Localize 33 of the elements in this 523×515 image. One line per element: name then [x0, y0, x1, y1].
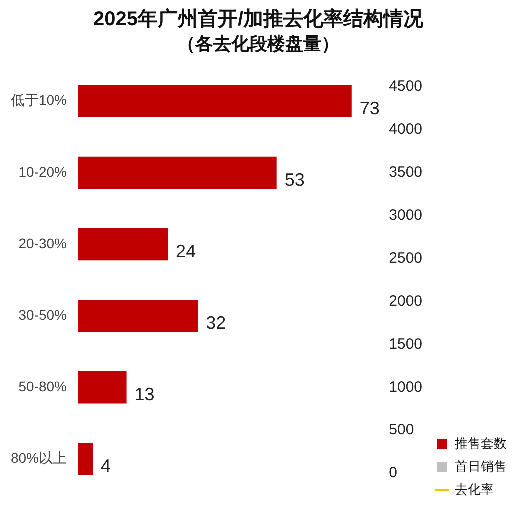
y2-tick-label: 0: [389, 464, 398, 482]
y-tick-label: 10-20%: [18, 164, 68, 180]
bar: [78, 228, 168, 261]
data-label: 4: [101, 456, 112, 476]
y2-tick-label: 1000: [389, 378, 423, 396]
chart-title: 2025年广州首开/加推去化率结构情况: [93, 8, 425, 31]
data-label: 24: [176, 241, 196, 262]
y2-tick-label: 4000: [389, 121, 423, 138]
bar: [78, 443, 94, 476]
bar: [78, 156, 277, 190]
y2-tick-label: 3500: [389, 164, 423, 182]
bar: [78, 372, 127, 404]
data-label: 73: [360, 98, 380, 118]
legend-label: 首日销售: [455, 459, 507, 474]
y2-tick-label: 2500: [389, 250, 423, 267]
y-tick-label: 20-30%: [18, 235, 68, 252]
legend-label: 去化率: [455, 482, 494, 498]
y-tick-label: 50-80%: [18, 378, 68, 395]
y-tick-label: 80%以上: [10, 450, 68, 466]
y-tick-label: 30-50%: [18, 306, 68, 323]
y2-tick-label: 2000: [389, 292, 423, 310]
y2-tick-label: 4500: [389, 78, 423, 96]
legend-label: 推售套数: [455, 436, 507, 452]
y-tick-label: 低于10%: [10, 92, 68, 108]
y2-tick-label: 500: [389, 422, 414, 439]
data-label: 53: [284, 170, 305, 190]
data-label: 32: [206, 313, 226, 334]
y2-tick-label: 1500: [389, 336, 423, 353]
bar: [78, 85, 352, 118]
bar: [78, 300, 198, 332]
y2-tick-label: 3000: [389, 207, 423, 224]
data-label: 13: [134, 384, 155, 405]
chart-subtitle: （各去化段楼盘量）: [178, 34, 340, 54]
